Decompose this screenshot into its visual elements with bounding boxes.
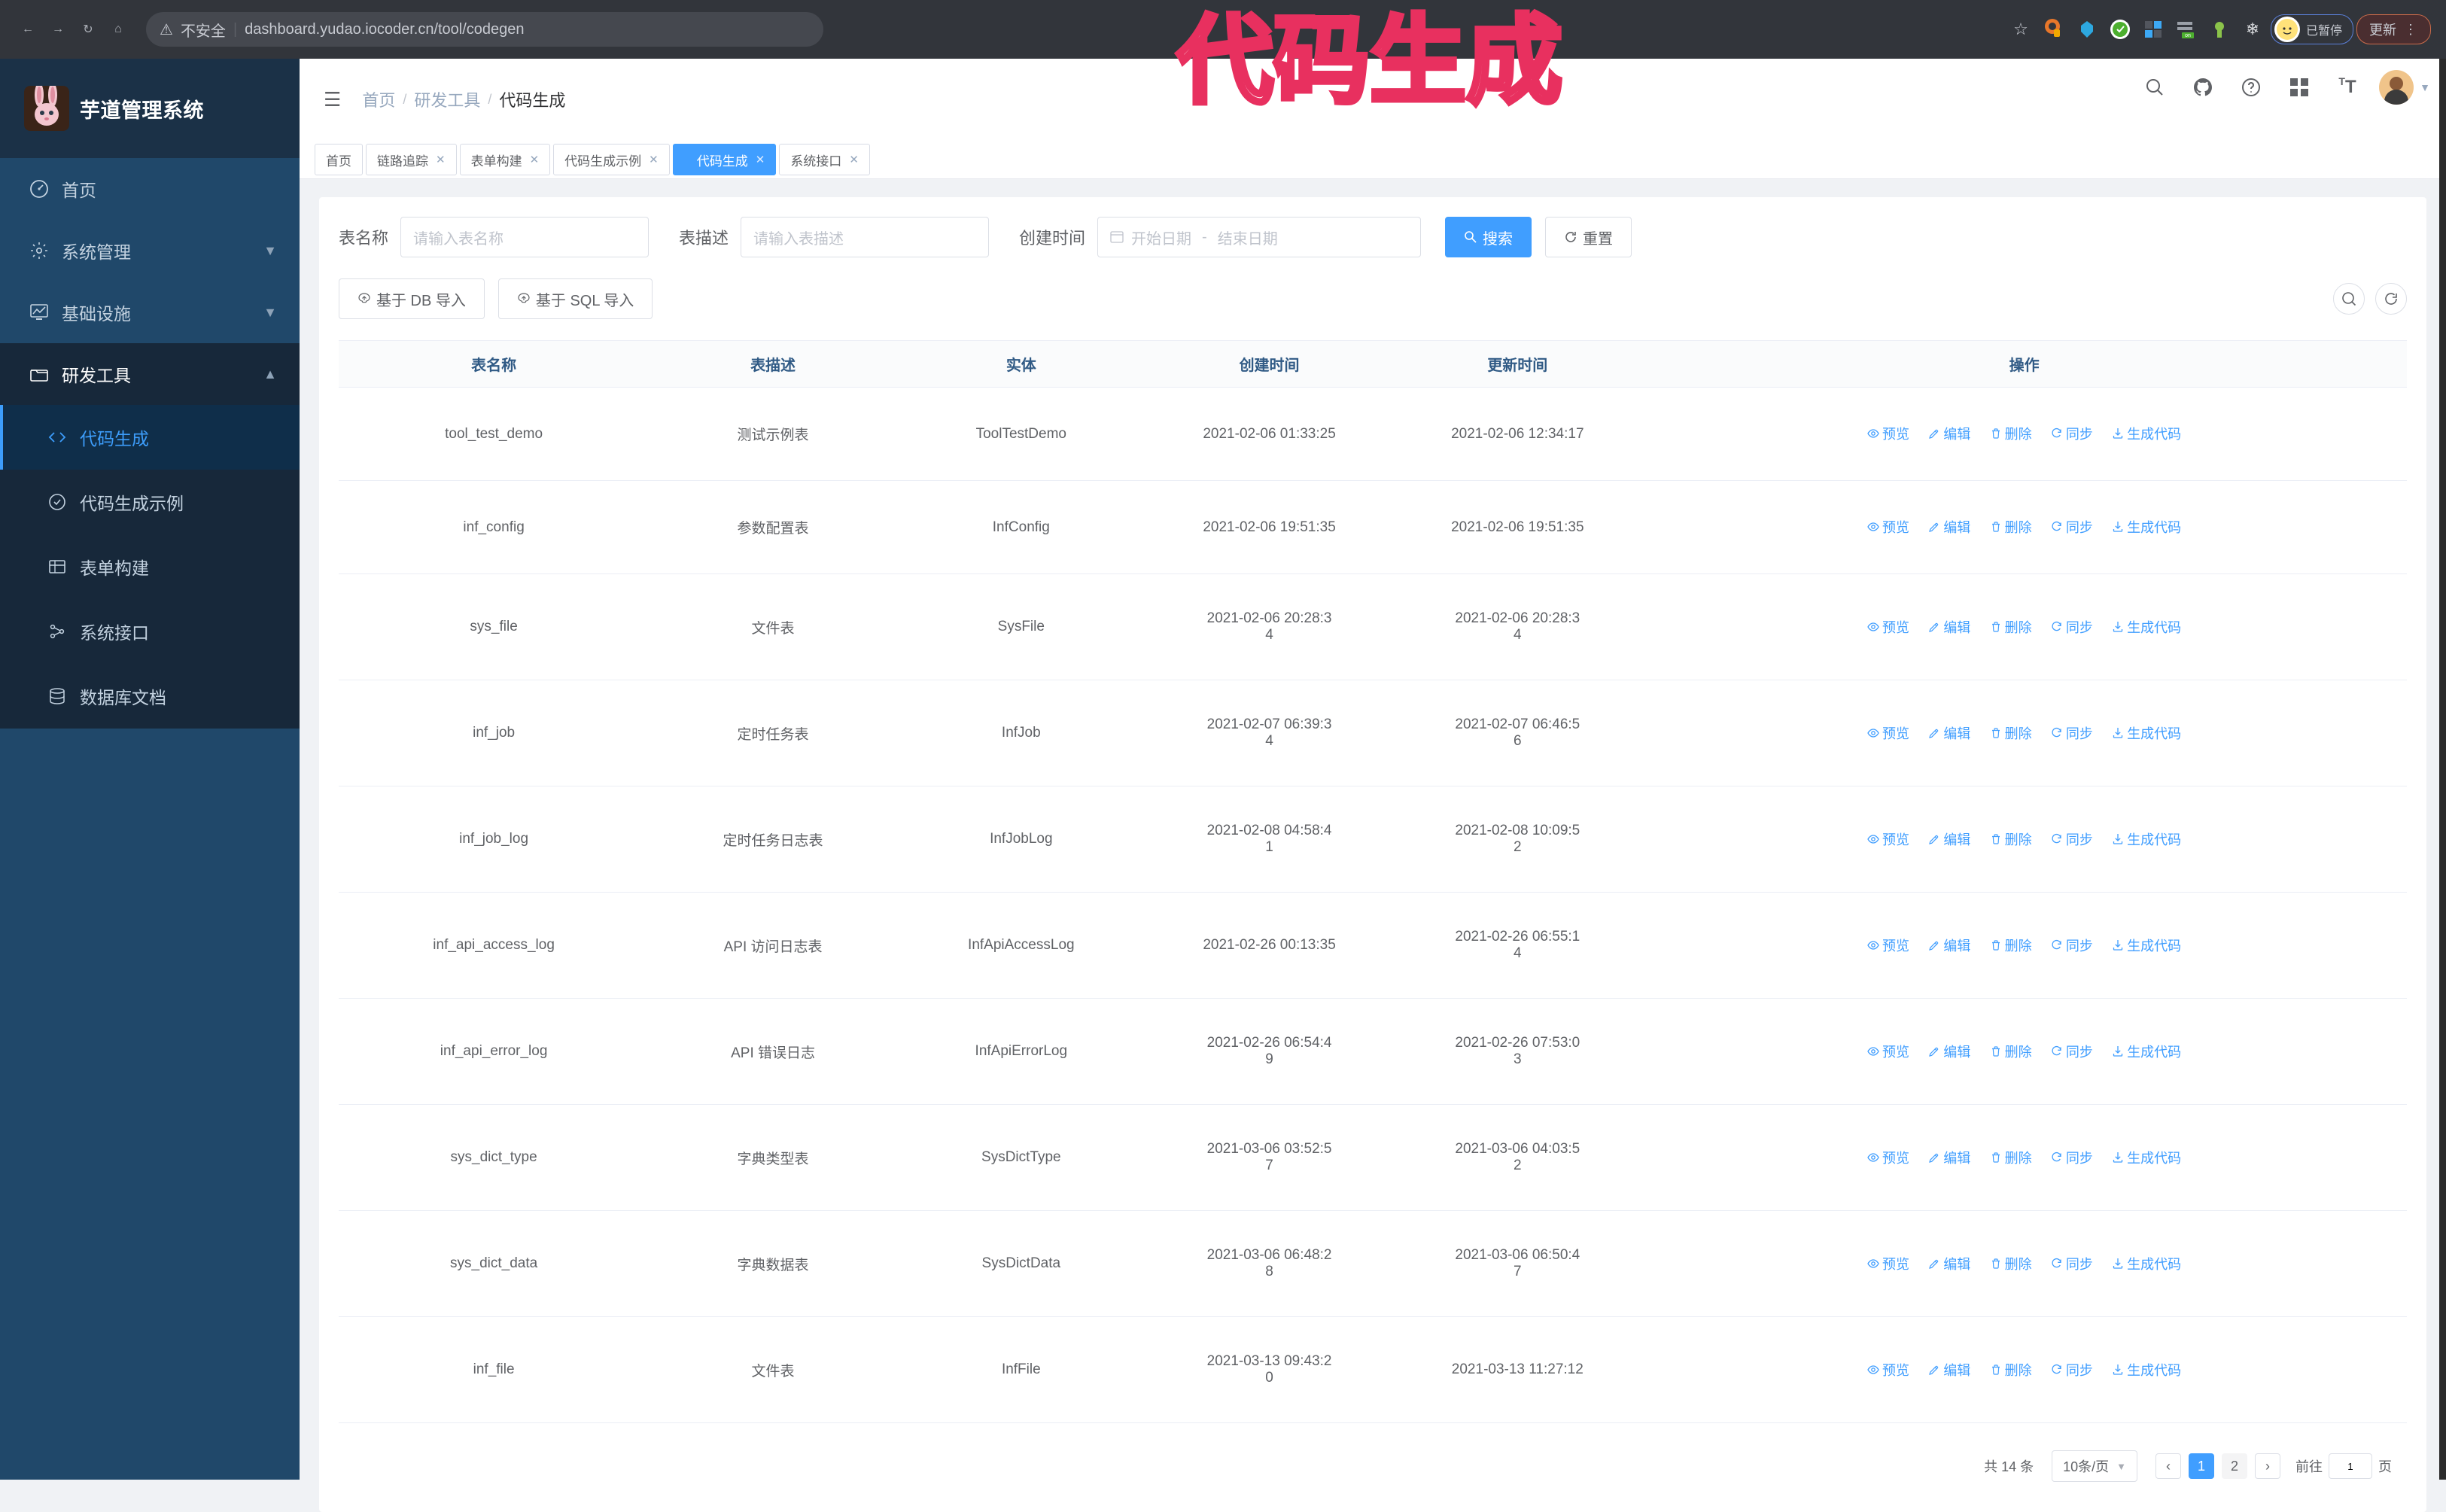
svg-text:on: on bbox=[2185, 33, 2191, 38]
